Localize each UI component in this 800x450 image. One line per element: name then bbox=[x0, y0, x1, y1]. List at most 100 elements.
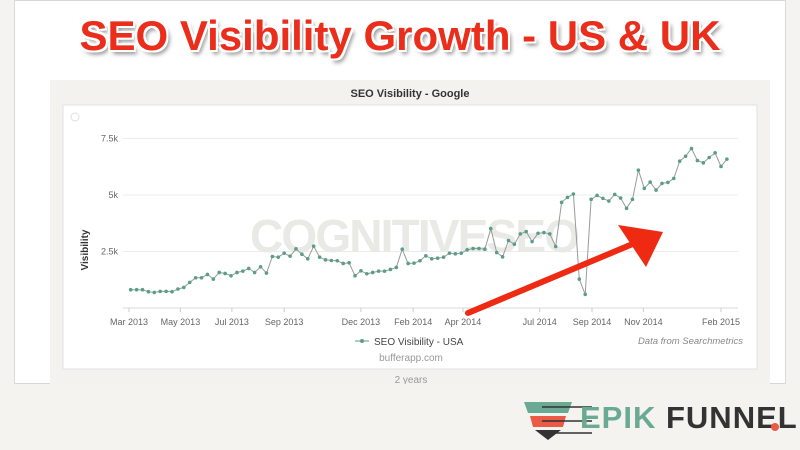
data-point[interactable] bbox=[518, 232, 523, 236]
data-point[interactable] bbox=[376, 269, 381, 273]
data-point[interactable] bbox=[341, 261, 345, 266]
data-point[interactable] bbox=[329, 258, 334, 263]
data-point[interactable] bbox=[506, 238, 511, 243]
data-point[interactable] bbox=[134, 287, 139, 292]
data-point[interactable] bbox=[713, 151, 717, 155]
data-point[interactable] bbox=[612, 192, 617, 197]
data-point[interactable] bbox=[618, 196, 623, 200]
data-point[interactable] bbox=[453, 252, 458, 256]
data-point[interactable] bbox=[583, 292, 588, 297]
data-point[interactable] bbox=[607, 199, 611, 203]
data-point[interactable] bbox=[553, 244, 558, 249]
data-point[interactable] bbox=[571, 192, 576, 196]
data-point[interactable] bbox=[300, 252, 304, 256]
data-point[interactable] bbox=[666, 180, 670, 185]
data-point[interactable] bbox=[317, 255, 322, 259]
data-point[interactable] bbox=[465, 248, 469, 252]
data-point[interactable] bbox=[595, 193, 599, 198]
data-point[interactable] bbox=[270, 254, 275, 259]
data-point[interactable] bbox=[252, 270, 257, 275]
data-point[interactable] bbox=[246, 266, 251, 271]
data-point[interactable] bbox=[654, 188, 658, 192]
data-point[interactable] bbox=[494, 250, 499, 255]
data-point[interactable] bbox=[282, 251, 286, 255]
data-point[interactable] bbox=[276, 255, 281, 259]
data-point[interactable] bbox=[536, 231, 540, 236]
data-point[interactable] bbox=[205, 272, 210, 277]
data-point[interactable] bbox=[158, 289, 163, 294]
data-point[interactable] bbox=[435, 256, 440, 260]
data-point[interactable] bbox=[483, 247, 487, 251]
data-point[interactable] bbox=[477, 246, 481, 251]
data-point[interactable] bbox=[630, 197, 635, 202]
data-point[interactable] bbox=[429, 257, 434, 261]
data-point[interactable] bbox=[288, 254, 292, 258]
data-point[interactable] bbox=[241, 269, 245, 273]
data-point[interactable] bbox=[294, 247, 298, 251]
data-point[interactable] bbox=[235, 270, 239, 275]
data-point[interactable] bbox=[671, 176, 676, 181]
data-point[interactable] bbox=[311, 244, 316, 249]
data-point[interactable] bbox=[441, 255, 446, 259]
data-point[interactable] bbox=[406, 261, 410, 266]
data-point[interactable] bbox=[164, 289, 168, 294]
data-point[interactable] bbox=[601, 196, 605, 201]
data-point[interactable] bbox=[394, 265, 399, 270]
data-point[interactable] bbox=[577, 277, 582, 281]
data-point[interactable] bbox=[400, 247, 405, 251]
data-point[interactable] bbox=[223, 271, 227, 276]
data-point[interactable] bbox=[695, 158, 700, 163]
data-point[interactable] bbox=[689, 146, 694, 151]
data-point[interactable] bbox=[512, 242, 517, 247]
data-point[interactable] bbox=[365, 271, 369, 276]
data-point[interactable] bbox=[347, 261, 351, 265]
data-point[interactable] bbox=[187, 280, 192, 285]
data-point[interactable] bbox=[642, 186, 647, 191]
data-point[interactable] bbox=[211, 277, 216, 281]
data-point[interactable] bbox=[146, 289, 151, 294]
data-point[interactable] bbox=[335, 259, 340, 263]
data-point[interactable] bbox=[548, 232, 552, 236]
data-point[interactable] bbox=[459, 251, 464, 255]
data-point[interactable] bbox=[382, 269, 387, 273]
data-point[interactable] bbox=[370, 270, 375, 275]
data-point[interactable] bbox=[170, 289, 174, 294]
data-point[interactable] bbox=[471, 246, 475, 251]
data-point[interactable] bbox=[648, 180, 652, 184]
data-point[interactable] bbox=[701, 161, 706, 165]
data-point[interactable] bbox=[565, 195, 570, 200]
data-point[interactable] bbox=[305, 257, 310, 261]
data-point[interactable] bbox=[193, 275, 198, 280]
data-point[interactable] bbox=[199, 275, 204, 280]
data-point[interactable] bbox=[677, 159, 682, 163]
data-point[interactable] bbox=[388, 267, 393, 272]
data-point[interactable] bbox=[359, 269, 363, 273]
data-point[interactable] bbox=[229, 273, 233, 278]
data-point[interactable] bbox=[128, 287, 133, 292]
data-point[interactable] bbox=[217, 270, 222, 275]
data-point[interactable] bbox=[176, 287, 180, 291]
data-point[interactable] bbox=[530, 239, 534, 244]
data-point[interactable] bbox=[140, 287, 145, 292]
data-point[interactable] bbox=[725, 157, 729, 161]
data-point[interactable] bbox=[559, 200, 564, 205]
data-point[interactable] bbox=[264, 271, 269, 275]
legend-item[interactable]: SEO Visibility - USA bbox=[374, 337, 464, 348]
data-point[interactable] bbox=[412, 261, 416, 265]
data-point[interactable] bbox=[589, 197, 593, 202]
data-point[interactable] bbox=[258, 265, 263, 269]
data-point[interactable] bbox=[418, 259, 422, 263]
data-point[interactable] bbox=[660, 181, 664, 186]
data-point[interactable] bbox=[707, 155, 711, 160]
data-point[interactable] bbox=[542, 230, 546, 235]
data-point[interactable] bbox=[500, 255, 505, 259]
data-point[interactable] bbox=[353, 273, 357, 278]
data-point[interactable] bbox=[182, 285, 186, 290]
data-point[interactable] bbox=[636, 168, 641, 172]
data-point[interactable] bbox=[424, 254, 428, 258]
data-point[interactable] bbox=[152, 290, 157, 295]
chart-menu-icon[interactable] bbox=[70, 112, 80, 122]
data-point[interactable] bbox=[488, 226, 493, 231]
data-point[interactable] bbox=[447, 251, 452, 255]
data-point[interactable] bbox=[719, 164, 723, 169]
